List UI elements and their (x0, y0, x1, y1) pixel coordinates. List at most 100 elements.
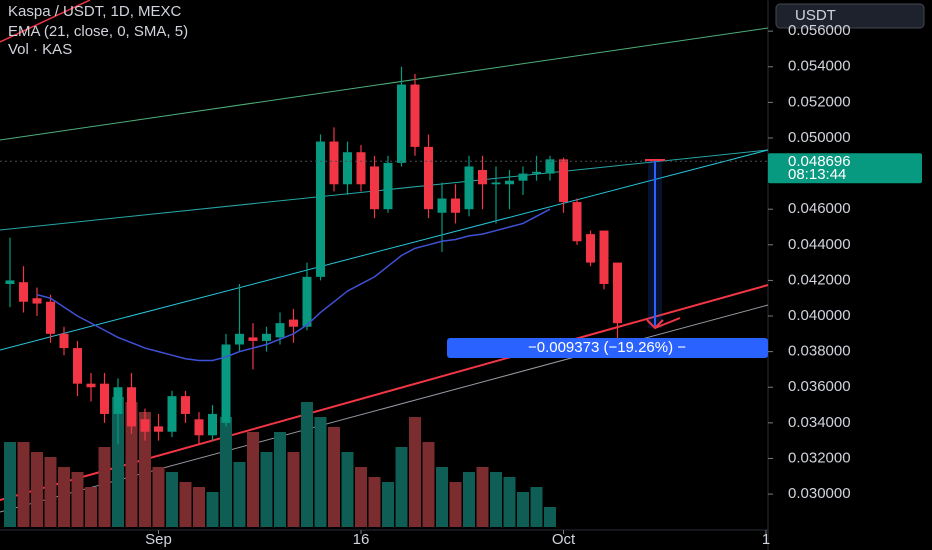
candle-body (383, 162, 393, 210)
y-tick-label: 0.030000 (788, 485, 851, 502)
x-tick-label: Sep (145, 531, 172, 548)
candle-body (316, 141, 325, 277)
y-tick-label: 0.040000 (788, 307, 851, 324)
candle-body (140, 419, 150, 432)
indicator-label: EMA (21, close, 0, SMA, 5) (8, 23, 188, 40)
volume-bar (17, 442, 30, 527)
candle-body (275, 323, 285, 338)
volume-bar (31, 452, 43, 527)
volume-bar (206, 492, 219, 527)
candle-body (518, 173, 528, 181)
candle-body (86, 383, 96, 388)
y-tick-label: 0.044000 (788, 236, 851, 253)
volume-bar (112, 397, 124, 527)
y-tick-label: 0.034000 (788, 414, 851, 431)
volume-bar (314, 417, 327, 527)
candle-body (559, 159, 568, 203)
candle-body (599, 230, 609, 284)
candle-body (464, 166, 474, 210)
volume-bar (436, 467, 448, 527)
candle-body (424, 146, 433, 210)
ema-line (36, 208, 551, 362)
volume-bar (58, 467, 70, 527)
y-tick-label: 0.032000 (788, 449, 851, 466)
volume-bar (98, 447, 111, 527)
volume-bar (530, 487, 543, 527)
candle-body (167, 396, 177, 432)
volume-bar (125, 402, 138, 527)
volume-bar (503, 477, 516, 527)
candle-body (46, 301, 55, 334)
candle-body (32, 298, 42, 304)
volume-bar (71, 472, 84, 527)
volume-bar (166, 472, 178, 527)
volume-bar (85, 487, 97, 527)
volume-bar (368, 477, 381, 527)
x-tick-label: 16 (353, 531, 370, 548)
countdown-label: 08:13:44 (788, 166, 846, 183)
candle-body (248, 337, 258, 341)
candle-body (572, 202, 582, 242)
volume-bar (287, 452, 300, 527)
volume-label: Vol · KAS (8, 41, 72, 58)
y-tick-label: 0.046000 (788, 200, 851, 217)
volume-bar (463, 472, 475, 527)
last-price-box (768, 153, 922, 184)
currency-label[interactable]: USDT (795, 7, 836, 24)
volume-bar (301, 402, 313, 527)
measure-label: −0.009373 (−19.26%) − (528, 339, 686, 356)
volume-bar (395, 447, 408, 527)
candle-body (505, 180, 514, 185)
candle-body (478, 170, 487, 185)
trend-line (0, 0, 91, 43)
volume-bar (422, 442, 435, 527)
y-tick-label: 0.054000 (788, 58, 851, 75)
measure-label-box (447, 338, 768, 358)
volume-bar (233, 462, 246, 527)
volume-bar (328, 427, 340, 527)
volume-bar (220, 417, 232, 527)
y-tick-label: 0.042000 (788, 271, 851, 288)
volume-bar (490, 472, 502, 527)
volume-bar (476, 467, 489, 527)
candle-body (181, 396, 190, 414)
measure-cap (654, 317, 681, 329)
volume-bar (139, 412, 151, 527)
candle-body (397, 84, 406, 163)
candle-body (370, 166, 379, 210)
candle-body (491, 182, 501, 185)
candle-body (586, 234, 595, 263)
candle-body (329, 141, 339, 185)
candle-body (113, 387, 123, 414)
x-tick-label: Oct (552, 531, 576, 548)
volume-bar (260, 452, 273, 527)
volume-bar (355, 467, 367, 527)
y-tick-label: 0.038000 (788, 343, 851, 360)
candle-body (545, 159, 555, 174)
volume-bar (409, 417, 421, 527)
volume-bar (341, 452, 354, 527)
volume-bar (193, 487, 205, 527)
volume-bar (382, 482, 394, 527)
candle-body (262, 333, 271, 341)
y-tick-label: 0.036000 (788, 378, 851, 395)
candle-body (208, 413, 217, 436)
candle-body (59, 333, 69, 349)
trend-line (0, 27, 769, 141)
x-tick-label: 1 (762, 531, 770, 548)
candle-body (235, 333, 244, 345)
candle-body (437, 198, 447, 213)
candle-body (73, 348, 82, 384)
y-tick-label: 0.056000 (788, 22, 851, 39)
candle-body (410, 84, 420, 147)
volume-bar (44, 457, 57, 527)
y-tick-label: 0.052000 (788, 93, 851, 110)
candle-body (19, 282, 28, 302)
candle-body (343, 152, 352, 185)
candle-body (100, 383, 109, 414)
volume-bar (4, 442, 16, 527)
candle-body (5, 280, 15, 284)
currency-button[interactable] (775, 3, 925, 29)
